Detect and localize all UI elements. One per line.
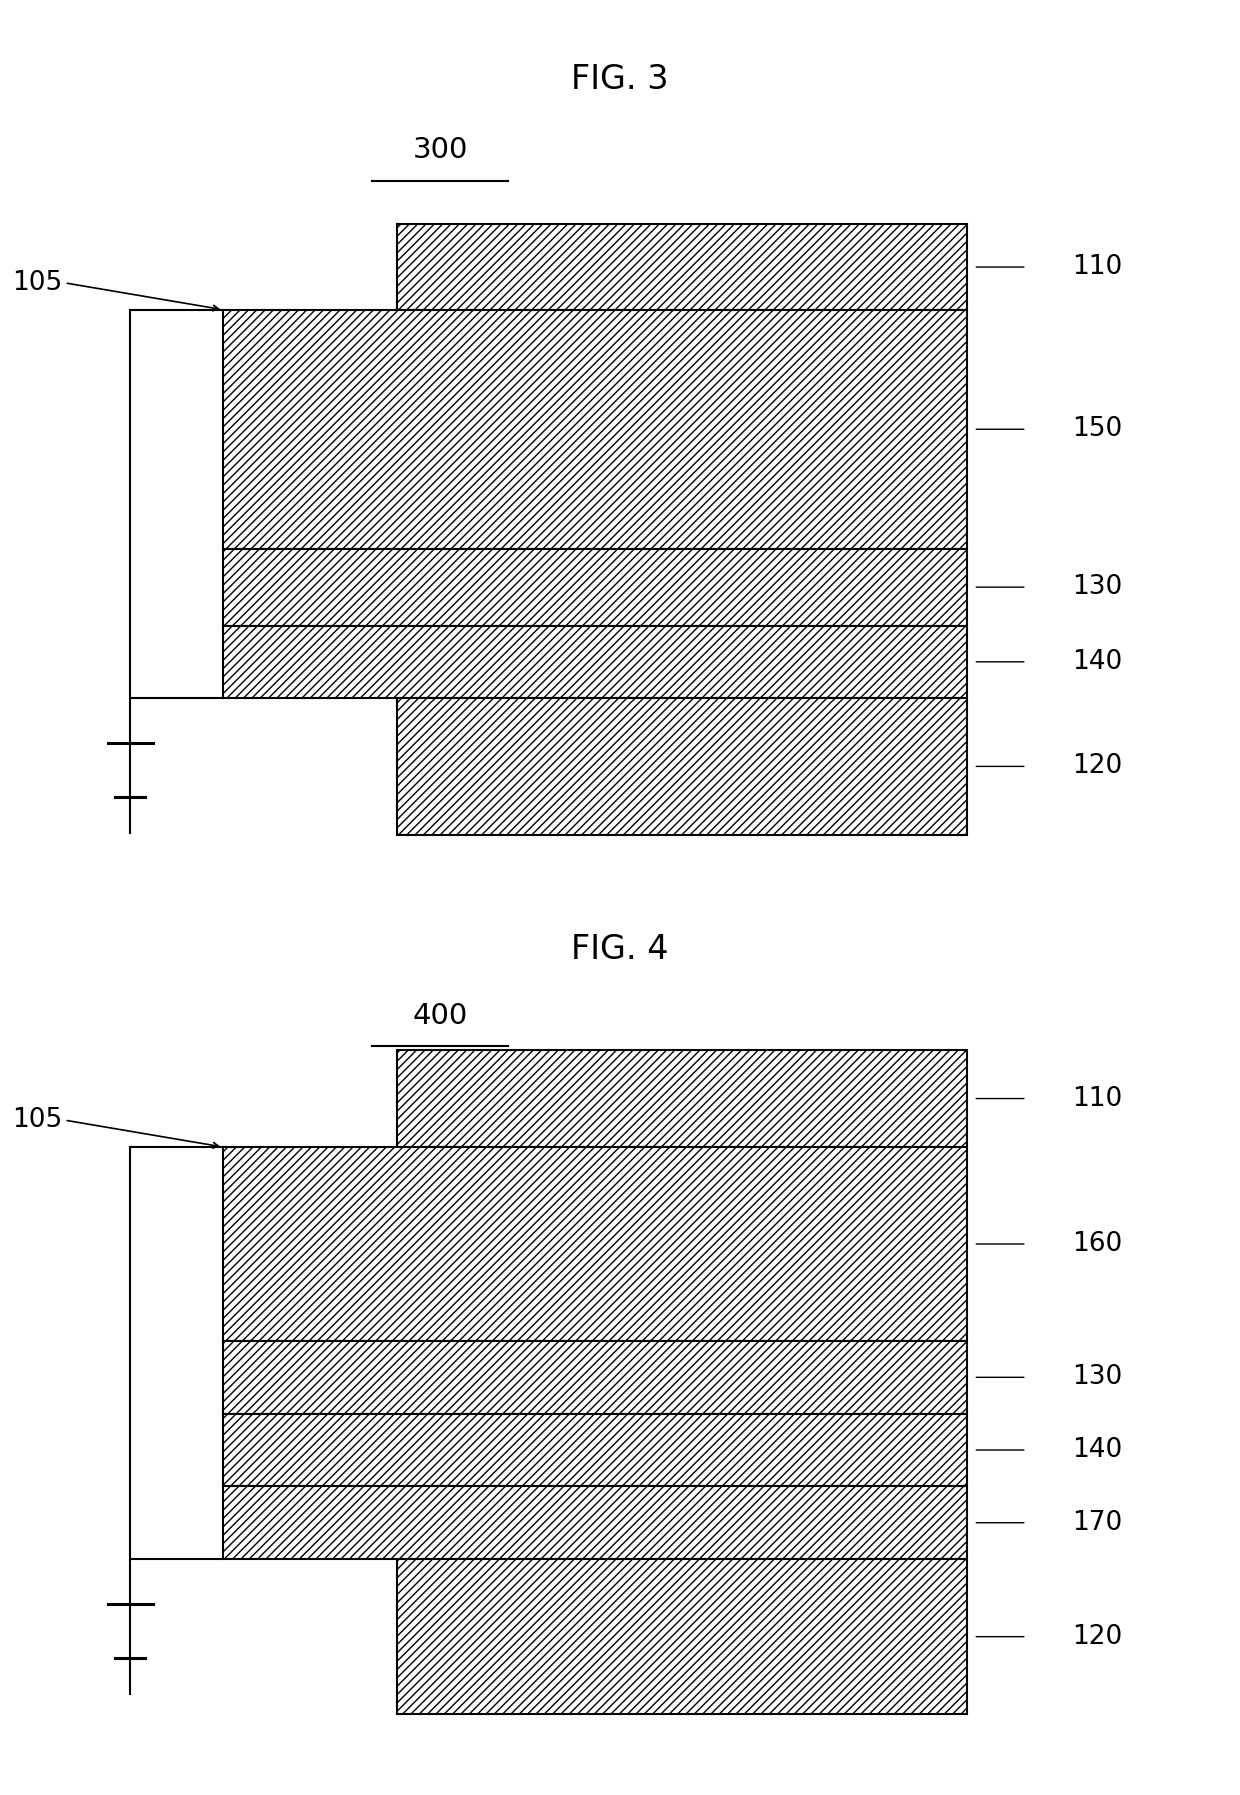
Text: FIG. 3: FIG. 3: [572, 63, 668, 95]
Text: 160: 160: [1073, 1231, 1123, 1256]
Bar: [223, 1414, 967, 1486]
Text: 105: 105: [11, 1108, 62, 1133]
Text: 130: 130: [1073, 1364, 1123, 1391]
Bar: [397, 698, 967, 835]
Text: 105: 105: [11, 269, 62, 296]
Text: 140: 140: [1073, 1438, 1123, 1463]
Bar: [223, 311, 967, 549]
Text: 110: 110: [1073, 255, 1123, 280]
Bar: [397, 1050, 967, 1147]
Text: 300: 300: [413, 136, 467, 165]
Text: 150: 150: [1073, 416, 1123, 442]
Bar: [397, 224, 967, 311]
Bar: [223, 1147, 967, 1341]
Text: 400: 400: [413, 1002, 467, 1030]
Bar: [223, 1341, 967, 1414]
Bar: [223, 549, 967, 625]
Bar: [223, 1486, 967, 1560]
Text: 120: 120: [1073, 754, 1123, 779]
Text: 130: 130: [1073, 574, 1123, 600]
Text: 110: 110: [1073, 1086, 1123, 1111]
Bar: [397, 1560, 967, 1714]
Text: 140: 140: [1073, 648, 1123, 675]
Text: 120: 120: [1073, 1624, 1123, 1650]
Bar: [223, 625, 967, 698]
Text: FIG. 4: FIG. 4: [572, 933, 668, 966]
Text: 170: 170: [1073, 1510, 1123, 1537]
